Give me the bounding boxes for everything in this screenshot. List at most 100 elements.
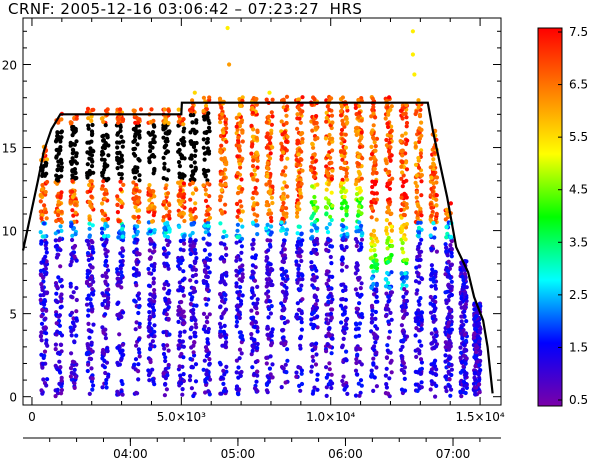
data-point (163, 381, 168, 387)
data-point (449, 254, 454, 259)
data-point (70, 189, 75, 194)
data-point (417, 280, 422, 285)
data-point (207, 232, 212, 237)
data-point (179, 255, 184, 260)
data-point (296, 263, 301, 268)
data-point (432, 150, 437, 155)
data-point (147, 271, 152, 276)
data-point (206, 212, 211, 217)
data-point (38, 192, 43, 198)
data-point (235, 191, 241, 196)
data-point (252, 386, 258, 391)
data-point (150, 339, 155, 344)
data-point (399, 229, 404, 235)
data-point (102, 196, 107, 201)
data-point (285, 134, 290, 139)
data-point (312, 170, 317, 175)
data-point (234, 273, 239, 278)
data-point (412, 72, 417, 77)
data-point (68, 374, 73, 379)
data-point (190, 105, 195, 110)
data-point (312, 274, 317, 279)
data-point (222, 292, 227, 297)
data-point (252, 324, 257, 329)
data-point (370, 184, 375, 190)
data-point (444, 225, 449, 230)
data-point (218, 194, 223, 199)
data-point (250, 196, 255, 201)
data-point (353, 182, 358, 187)
data-point (55, 391, 61, 396)
data-point (56, 199, 61, 204)
data-point (414, 190, 419, 195)
data-point (413, 144, 418, 149)
data-point (309, 228, 314, 233)
data-point (314, 114, 319, 119)
data-point (448, 308, 453, 313)
data-point (372, 344, 377, 349)
data-point (87, 356, 92, 361)
data-point (283, 108, 288, 113)
data-point (432, 314, 437, 319)
data-point (162, 199, 167, 204)
data-point (281, 366, 286, 371)
data-point (282, 298, 287, 304)
data-point (205, 217, 211, 223)
data-point (299, 327, 304, 332)
data-point (135, 250, 140, 255)
data-point (344, 213, 349, 218)
data-point (299, 320, 304, 325)
data-point (354, 357, 359, 362)
data-point (133, 299, 138, 304)
data-point (340, 262, 345, 267)
data-point (297, 148, 302, 153)
data-point (399, 176, 404, 181)
data-point (443, 242, 448, 247)
data-point (152, 249, 157, 254)
data-point (269, 224, 274, 229)
data-point (279, 154, 284, 159)
data-point (478, 368, 483, 373)
data-point (431, 172, 437, 177)
data-point (429, 284, 434, 289)
data-point (280, 205, 285, 210)
data-point (369, 316, 375, 321)
data-point (265, 222, 270, 227)
data-point (203, 296, 208, 302)
data-point (252, 168, 257, 173)
data-point (416, 225, 422, 230)
data-point (283, 173, 288, 178)
data-point (330, 381, 335, 386)
data-point (222, 156, 227, 161)
data-point (163, 118, 168, 124)
data-point (330, 148, 335, 153)
data-point (206, 352, 211, 357)
data-point (326, 287, 331, 292)
data-point (459, 314, 464, 319)
data-point (338, 109, 344, 114)
data-point (461, 364, 466, 369)
data-point (224, 160, 229, 165)
data-point (458, 356, 463, 361)
data-point (43, 210, 49, 215)
data-point (472, 375, 477, 380)
colorbar (537, 27, 563, 407)
data-point (238, 373, 243, 378)
data-point (283, 341, 288, 347)
data-point (115, 145, 120, 150)
data-point (148, 229, 153, 234)
data-point (45, 377, 50, 382)
data-point (162, 107, 167, 112)
data-point (419, 276, 424, 281)
data-point (100, 134, 105, 139)
data-point (326, 321, 331, 326)
data-point (329, 351, 334, 356)
data-point (447, 377, 452, 382)
data-point (359, 130, 364, 135)
data-point (219, 143, 224, 148)
data-point (418, 371, 423, 376)
data-point (138, 107, 144, 112)
data-point (188, 113, 193, 118)
colorbar-tick-label: 5.5 (569, 130, 588, 144)
data-point (133, 205, 138, 210)
